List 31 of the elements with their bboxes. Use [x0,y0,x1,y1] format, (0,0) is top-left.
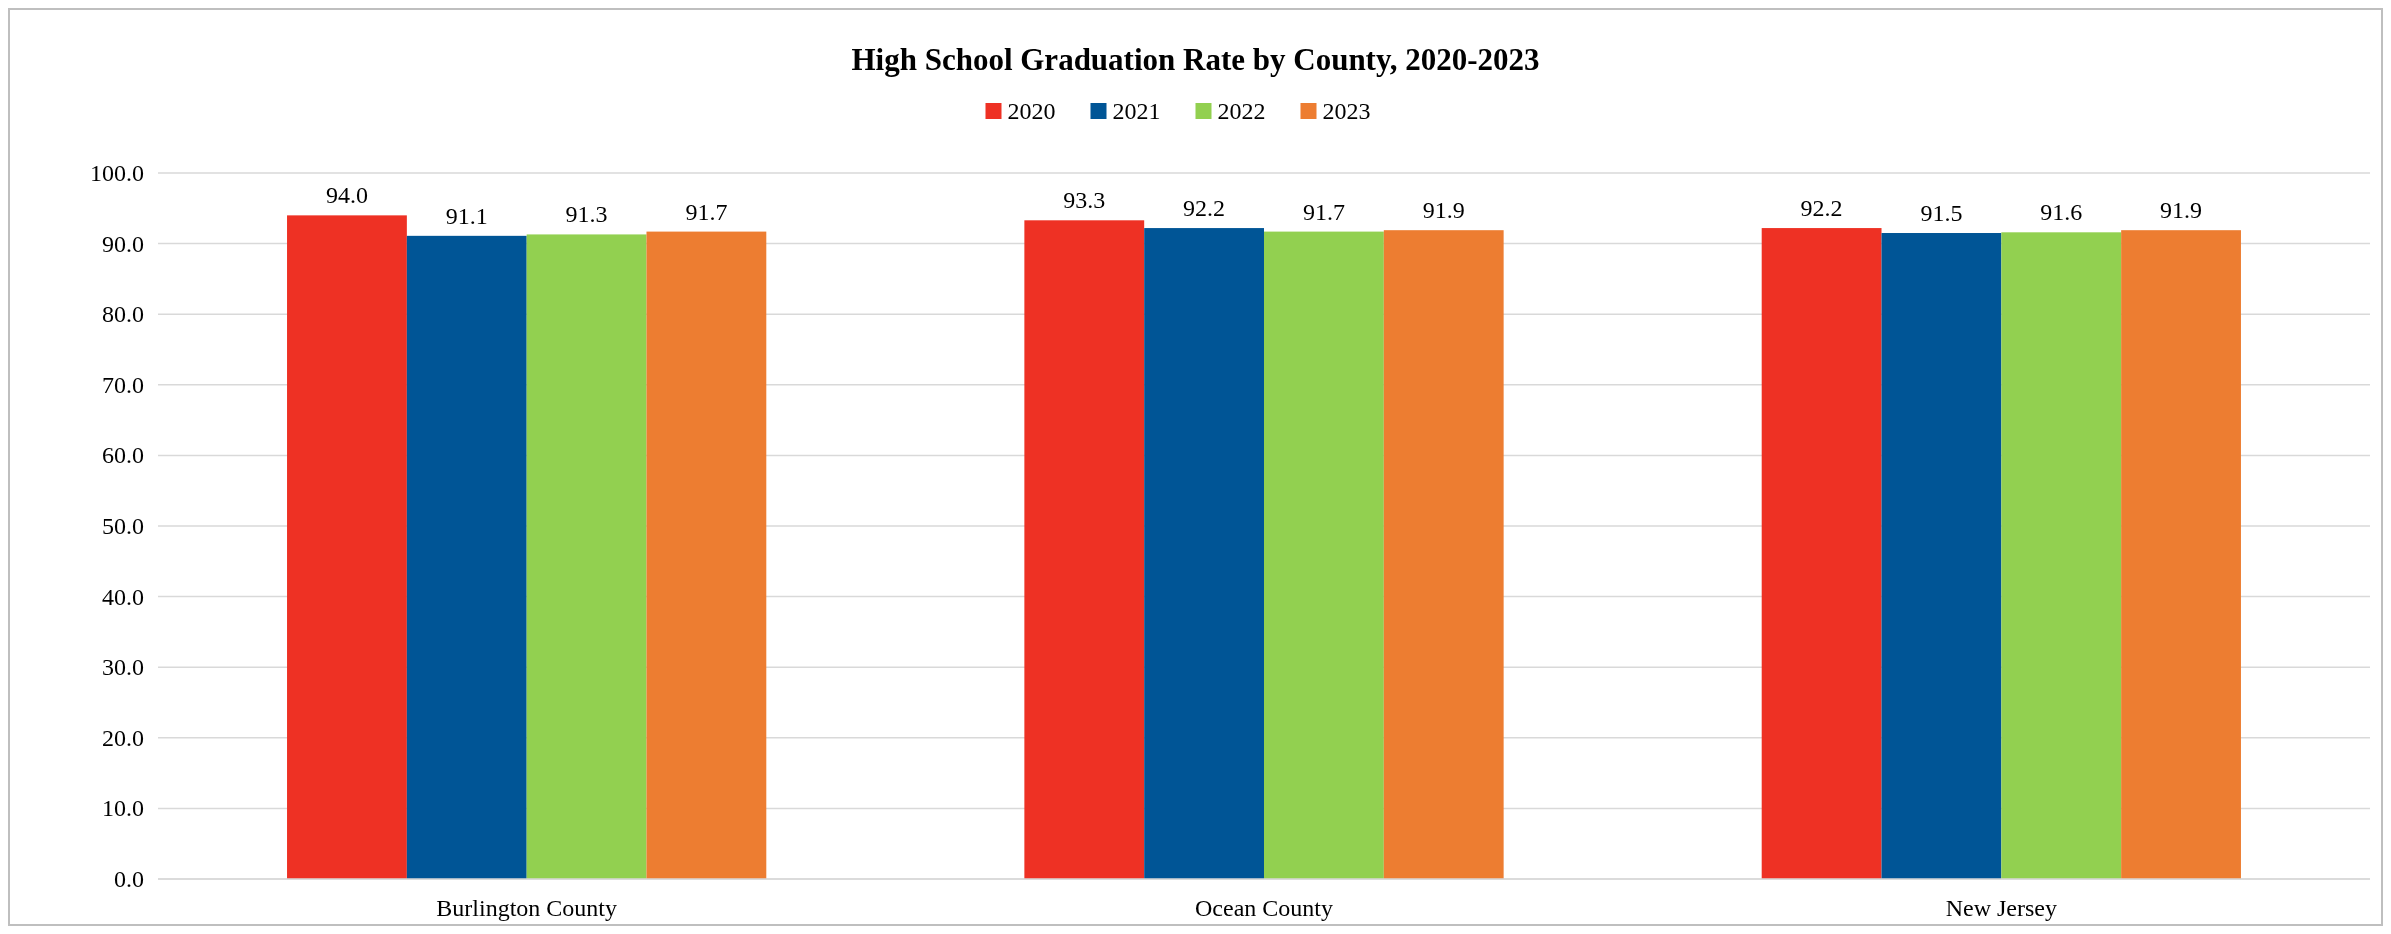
legend-label: 2021 [1112,98,1161,124]
data-label: 91.9 [2160,197,2203,224]
data-label: 91.6 [2040,199,2083,226]
data-label: 91.3 [565,201,608,228]
y-tick-label: 60.0 [102,442,144,469]
x-tick-label: New Jersey [1945,895,2057,921]
y-tick-label: 70.0 [102,371,144,398]
data-label: 91.9 [1422,197,1465,224]
data-label: 91.7 [685,198,728,225]
y-tick-label: 0.0 [114,866,144,892]
legend-label: 2022 [1217,98,1266,124]
x-tick-label: Ocean County [1195,895,1333,921]
legend-label: 2023 [1322,98,1371,124]
y-tick-label: 90.0 [102,230,144,257]
y-tick-label: 20.0 [102,724,144,751]
y-tick-label: 10.0 [102,795,144,822]
data-label: 93.3 [1063,187,1106,214]
data-label: 91.7 [1302,198,1345,225]
x-tick-label: Burlington County [436,895,618,921]
data-label: 91.5 [1920,200,1963,227]
y-tick-label: 30.0 [102,654,144,681]
data-label: 92.2 [1183,195,1226,222]
y-tick-label: 40.0 [102,583,144,610]
data-label: 94.0 [325,182,368,209]
chart-title: High School Graduation Rate by County, 2020-2023 [851,42,1540,77]
legend-label: 2020 [1007,98,1056,124]
y-tick-label: 100.0 [90,160,144,186]
data-label: 92.2 [1800,195,1843,222]
y-tick-label: 80.0 [102,301,144,328]
data-label: 91.1 [445,202,488,229]
y-tick-label: 50.0 [102,513,144,539]
